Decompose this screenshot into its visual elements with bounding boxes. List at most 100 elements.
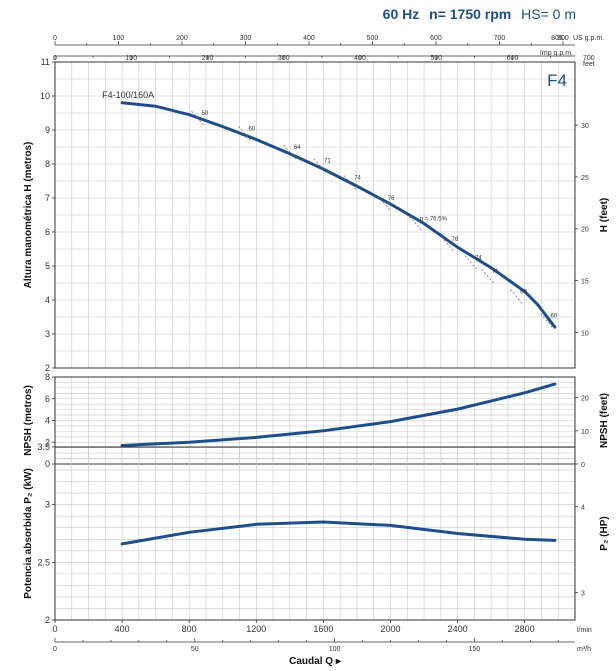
power-panel: 2 2.5 3 3.5 3 4 Potencia absorbida P₂ (kW) P₂ (…	[23, 442, 610, 625]
y-right-tick-label: 15	[581, 279, 589, 286]
efficiency-mark	[464, 255, 478, 270]
y-axis-label-right: H (feet)	[599, 198, 610, 232]
y-tick-label: 2	[45, 615, 50, 625]
imp-gpm-unit: Imp g.p.m.	[540, 50, 573, 57]
imp-gpm-tick-label: 500	[430, 55, 442, 62]
efficiency-mark	[481, 268, 495, 284]
y-tick-label: 6	[45, 394, 50, 404]
y-axis-label: Altura manométrica H (metros)	[23, 142, 34, 289]
us-gpm-tick-label: 800	[557, 35, 569, 42]
y-tick-label: 3.5	[37, 442, 50, 452]
efficiency-mark	[377, 195, 391, 211]
y-tick-label: 2	[45, 437, 50, 447]
grid-lines	[55, 377, 575, 464]
imp-gpm-tick-label: 600	[507, 55, 519, 62]
y-tick-label: 10	[40, 91, 50, 101]
npsh-curve	[120, 382, 557, 447]
y-right-tick-label: 25	[581, 175, 589, 182]
grid-lines	[55, 62, 575, 368]
y-tick-label: 2	[45, 363, 50, 373]
efficiency-mark	[510, 289, 523, 304]
x-tick-label: 2000	[380, 624, 400, 634]
y-right-tick-label: 20	[581, 227, 589, 234]
imp-gpm-tick-label: 700	[583, 55, 595, 62]
x-tick-label: 2800	[515, 624, 535, 634]
y-axis-label-right: P₂ (HP)	[599, 516, 610, 550]
y-tick-label: 6	[45, 227, 50, 237]
efficiency-mark	[343, 175, 357, 190]
npsh-panel: 0 2 4 6 8 0 10 20 NPSH (metros) NPSH (feet)	[23, 372, 610, 469]
us-gpm-unit: US g.p.m.	[573, 35, 604, 42]
y-right-tick-label: 30	[581, 123, 589, 130]
efficiency-label: 76	[452, 237, 459, 243]
us-gpm-tick-label: 500	[367, 35, 379, 42]
model-badge: F4	[547, 71, 567, 90]
efficiency-label: 76	[388, 196, 395, 202]
efficiency-mark	[441, 236, 454, 252]
y-tick-label: 3	[45, 329, 50, 339]
m3h-tick-label: 100	[329, 646, 341, 653]
y-right-tick-label: 20	[581, 396, 589, 403]
us-gpm-tick-label: 100	[113, 35, 125, 42]
imp-gpm-tick-label: 200	[202, 55, 214, 62]
m3h-unit-label: m³/h	[577, 646, 591, 653]
x-tick-label: 400	[115, 624, 130, 634]
us-gpm-tick-label: 400	[303, 35, 315, 42]
y-tick-label: 7	[45, 193, 50, 203]
efficiency-mark	[191, 110, 204, 126]
y-tick-label: 2.5	[37, 557, 50, 567]
imp-gpm-tick-label: 100	[125, 55, 137, 62]
us-gpm-tick-label: 0	[53, 35, 57, 42]
head-panel: 2 3 4 5 6 7 8 9 10 11 10 15 20 25 30 Altura manométrica…	[23, 57, 610, 373]
power-curve	[120, 520, 557, 546]
efficiency-mark	[313, 158, 327, 173]
y-axis-label: Potencia absorbida P₂ (kW)	[23, 468, 34, 599]
y-tick-label: 0	[45, 459, 50, 469]
y-tick-label: 4	[45, 416, 50, 426]
panel-frame	[54, 446, 576, 621]
y-tick-label: 9	[45, 125, 50, 135]
chart-header: 60 Hz n= 1750 rpm HS= 0 m	[377, 6, 576, 22]
y-tick-label: 3	[45, 500, 50, 510]
m3h-tick-label: 150	[469, 646, 481, 653]
x-tick-label: 1200	[246, 624, 266, 634]
y-tick-label: 4	[45, 295, 50, 305]
y-right-tick-label: 3	[581, 591, 585, 598]
y-right-tick-label: 4	[581, 505, 585, 512]
x-tick-label: 2400	[448, 624, 468, 634]
efficiency-label: 64	[294, 145, 301, 151]
x-axis-label: Caudal Q ▸	[289, 656, 342, 667]
m3h-tick-label: 50	[191, 646, 199, 653]
y-right-tick-label: 10	[581, 330, 589, 337]
efficiency-label: 50	[202, 111, 209, 117]
x-unit-label: l/min	[577, 627, 592, 634]
hs-label: HS= 0 m	[521, 6, 576, 22]
y-axis-label-right: NPSH (feet)	[599, 393, 610, 448]
efficiency-label: 71	[324, 159, 331, 165]
speed-label: n= 1750 rpm	[429, 6, 512, 22]
efficiency-mark	[409, 216, 422, 231]
right-unit-label: feet	[583, 61, 595, 68]
y-tick-label: 8	[45, 159, 50, 169]
panel-frame	[54, 61, 576, 369]
efficiency-label: 60	[550, 313, 557, 319]
us-gpm-tick-label: 700	[494, 35, 506, 42]
y-axis-label: NPSH (metros)	[23, 385, 34, 456]
efficiency-mark	[238, 126, 251, 141]
head-curve	[120, 101, 557, 329]
efficiency-label: 74	[354, 176, 361, 182]
imp-gpm-tick-label: 0	[53, 55, 57, 62]
efficiency-label: η = 76.5%	[420, 217, 448, 223]
efficiency-label: 60	[249, 126, 256, 132]
m3h-tick-label: 0	[53, 646, 57, 653]
x-tick-label: 800	[182, 624, 197, 634]
imp-gpm-tick-label: 300	[278, 55, 290, 62]
y-tick-label: 11	[41, 57, 50, 67]
efficiency-label: 68	[520, 290, 527, 296]
x-tick-label: 1600	[313, 624, 333, 634]
bottom-axes: 0 400 800 1200 1600 2000 2400 2800 l/min 0 50 100 15…	[52, 620, 592, 667]
us-gpm-end-label: 805	[551, 35, 563, 42]
efficiency-label: 71	[492, 269, 499, 275]
grid-lines	[55, 447, 575, 620]
